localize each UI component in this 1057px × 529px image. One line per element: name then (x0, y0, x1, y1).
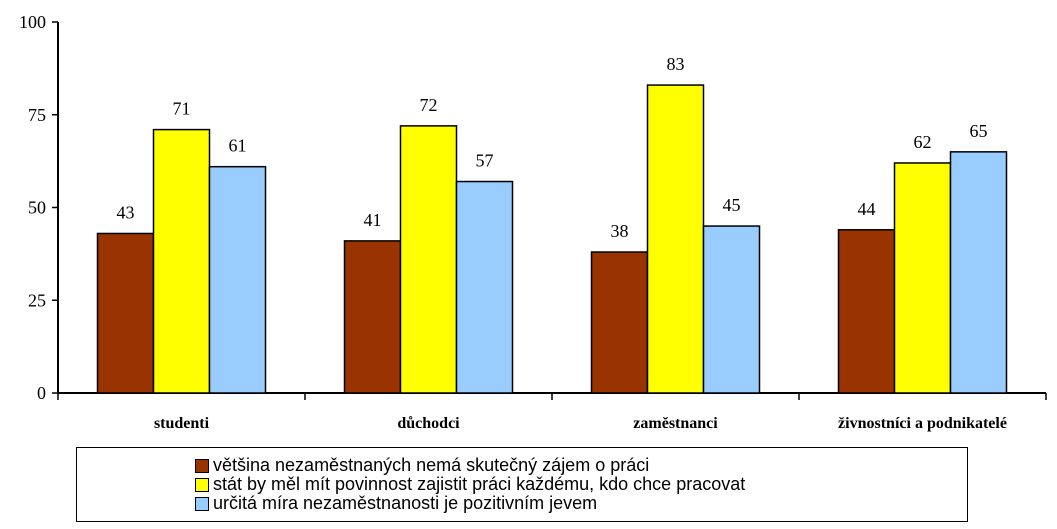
y-tick-label: 75 (28, 105, 46, 125)
data-label: 57 (476, 151, 494, 171)
bar-chart: 0 25 50 75 100 studenti důchodci zaměstnanci ži… (19, 12, 1047, 432)
bar (702, 225, 761, 394)
bar (837, 229, 896, 394)
bar (949, 151, 1008, 394)
x-category-label: důchodci (397, 415, 460, 432)
x-category-label: studenti (154, 415, 210, 432)
bar (343, 240, 402, 394)
bar (893, 162, 952, 394)
bar (590, 251, 649, 394)
data-label: 41 (364, 210, 382, 230)
legend-item: většina nezaměstnaných nemá skutečný záj… (195, 456, 745, 475)
data-label: 44 (858, 199, 876, 219)
legend: většina nezaměstnaných nemá skutečný záj… (76, 447, 968, 522)
data-label: 61 (229, 136, 247, 156)
y-tick-label: 25 (28, 290, 46, 310)
x-category-label: živnostníci a podnikatelé (838, 415, 1007, 432)
bar (96, 232, 155, 394)
y-tick-label: 50 (28, 198, 46, 218)
x-axis: studenti důchodci zaměstnanci živnostníci a… (57, 392, 1047, 432)
legend-label: stát by měl mít povinnost zajistit práci… (213, 474, 746, 494)
x-category-label: zaměstnanci (633, 415, 718, 432)
data-label: 43 (117, 202, 135, 222)
data-label: 83 (667, 54, 685, 74)
legend-item: stát by měl mít povinnost zajistit práci… (195, 475, 745, 494)
legend-swatch (195, 477, 209, 492)
data-label: 72 (420, 95, 438, 115)
y-axis: 0 25 50 75 100 (19, 12, 59, 403)
y-tick-label: 100 (19, 12, 46, 32)
legend-list: většina nezaměstnaných nemá skutečný záj… (195, 456, 745, 513)
legend-swatch (195, 458, 209, 473)
data-labels: 43 41 38 44 71 72 83 62 61 57 45 65 (117, 54, 988, 241)
bar (152, 128, 211, 394)
legend-swatch (195, 496, 209, 511)
bar (399, 125, 458, 394)
legend-item: určitá míra nezaměstnanosti je pozitivní… (195, 494, 745, 513)
data-label: 62 (914, 132, 932, 152)
y-tick-label: 0 (37, 383, 46, 403)
bar (208, 165, 267, 394)
data-label: 38 (611, 221, 629, 241)
data-label: 65 (970, 121, 988, 141)
bars (96, 84, 1008, 394)
legend-label: většina nezaměstnaných nemá skutečný záj… (213, 455, 650, 475)
data-label: 45 (723, 195, 741, 215)
legend-label: určitá míra nezaměstnanosti je pozitivní… (213, 493, 598, 513)
bar (455, 180, 514, 394)
bar (646, 84, 705, 394)
data-label: 71 (173, 99, 191, 119)
